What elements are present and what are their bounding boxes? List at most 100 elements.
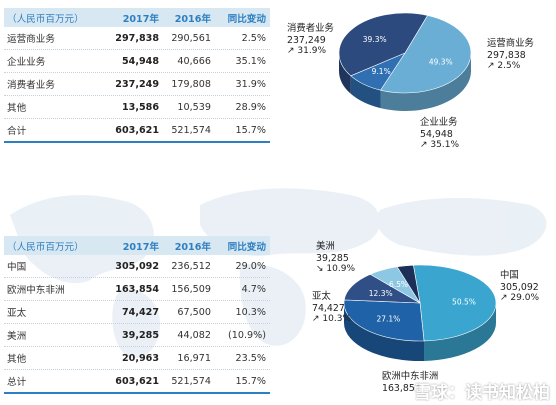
cell-2016: 16,971 — [177, 352, 211, 364]
pie-slice — [343, 299, 425, 342]
header-unit: （人民币百万元） — [7, 241, 84, 253]
row-label: 欧洲中东非洲 — [7, 285, 65, 296]
cell-2017: 163,854 — [115, 283, 159, 295]
table-row-total: 合计 603,621 521,574 15.7% — [4, 119, 270, 143]
slice-change: ↗ 2.5% — [487, 61, 521, 71]
cell-yoy: 29.0% — [235, 260, 266, 272]
row-label: 总计 — [7, 377, 27, 388]
cell-2017: 237,249 — [115, 78, 159, 90]
table-row: 亚太 74,427 67,500 10.3% — [4, 301, 270, 324]
pie-slice-percent-label: 12.3% — [369, 289, 393, 298]
pie-slice-percent-label: 49.3% — [429, 57, 453, 66]
table-row: 消费者业务 237,249 179,808 31.9% — [4, 73, 270, 96]
table-row: 企业业务 54,948 40,666 35.1% — [4, 50, 270, 73]
slice-value: 163,854 — [382, 382, 421, 394]
region-revenue-table: （人民币百万元） 2017年 2016年 同比变动 中国 305,092 236… — [4, 236, 270, 394]
cell-2016: 44,082 — [177, 329, 211, 341]
cell-yoy: 4.7% — [241, 283, 266, 295]
slice-change: ↗ 31.9% — [287, 46, 326, 56]
pie-label-emea: 欧洲中东非洲 163,854 — [382, 371, 438, 394]
pie-slice-side — [424, 303, 496, 361]
pie-label-china: 中国 305,092 ↗ 29.0% — [500, 270, 539, 305]
row-label: 合计 — [7, 126, 27, 137]
slice-name: 亚太 — [312, 291, 331, 302]
cell-2016: 156,509 — [171, 283, 211, 295]
cell-2016: 290,561 — [171, 32, 211, 44]
cell-2017: 74,427 — [121, 306, 159, 318]
pie-label-americas: 美洲 39,285 ↘ 10.9% — [316, 241, 355, 276]
pie-slice-percent-label: 39.3% — [363, 35, 387, 44]
pie-slice-side — [350, 75, 381, 109]
cell-2017: 39,285 — [121, 329, 159, 341]
cell-2017: 13,586 — [121, 101, 159, 113]
table-row: 其他 13,586 10,539 28.9% — [4, 96, 270, 119]
cell-yoy: 35.1% — [235, 55, 266, 67]
cell-2016: 40,666 — [177, 55, 211, 67]
pie-slice-percent-label: 9.1% — [372, 67, 391, 76]
slice-name: 运营商业务 — [487, 38, 534, 49]
pie-slice-side — [339, 53, 351, 94]
row-label: 中国 — [7, 262, 27, 273]
cell-2016: 236,512 — [171, 260, 211, 272]
cell-yoy: 15.7% — [235, 375, 266, 387]
slice-value: 54,948 — [420, 128, 453, 140]
pie-slice-percent-label: 27.1% — [376, 314, 400, 323]
cell-yoy: (10.9%) — [228, 329, 266, 341]
pie-slice-percent-label: 50.5% — [452, 297, 476, 306]
cell-yoy: 31.9% — [235, 78, 266, 90]
pie-slice-side — [344, 303, 425, 361]
header-yoy: 同比变动 — [227, 13, 266, 25]
row-label: 运营商业务 — [7, 34, 55, 45]
header-unit: （人民币百万元） — [7, 13, 84, 25]
table-row-total: 总计 603,621 521,574 15.7% — [4, 370, 270, 394]
business-pie-chart: 49.3% 9.1% 39.3% — [338, 12, 472, 111]
cell-yoy: 2.5% — [241, 32, 266, 44]
slice-value: 39,285 — [316, 252, 349, 264]
pie-label-carrier: 运营商业务 297,838 ↗ 2.5% — [487, 38, 534, 73]
business-revenue-table: （人民币百万元） 2017年 2016年 同比变动 运营商业务 297,838 … — [4, 8, 270, 143]
slice-name: 企业业务 — [420, 117, 458, 128]
cell-2017: 603,621 — [115, 375, 159, 387]
slice-name: 欧洲中东非洲 — [382, 371, 439, 382]
cell-yoy: 28.9% — [235, 101, 266, 113]
table-header: （人民币百万元） 2017年 2016年 同比变动 — [4, 8, 270, 27]
slice-name: 消费者业务 — [287, 23, 334, 34]
header-2016: 2016年 — [174, 13, 211, 25]
header-2017: 2017年 — [122, 13, 159, 25]
cell-2017: 305,092 — [115, 260, 159, 272]
pie-slice-side — [380, 53, 471, 111]
slice-change: ↗ 35.1% — [420, 140, 459, 150]
slice-value: 305,092 — [500, 281, 539, 293]
slice-change: ↗ 29.0% — [500, 293, 539, 303]
pie-slice — [380, 15, 472, 94]
row-label: 其他 — [7, 354, 27, 365]
cell-yoy: 23.5% — [235, 352, 266, 364]
cell-2016: 521,574 — [171, 375, 211, 387]
watermark-text: 雪球：读书知松柏 — [414, 383, 550, 403]
slice-name: 美洲 — [316, 241, 335, 252]
row-label: 亚太 — [7, 308, 27, 319]
cell-yoy: 15.7% — [235, 124, 266, 136]
row-label: 其他 — [7, 103, 27, 114]
slice-change: ↗ 10.3% — [312, 314, 351, 324]
header-yoy: 同比变动 — [227, 241, 266, 253]
row-label: 消费者业务 — [7, 80, 55, 91]
cell-2017: 603,621 — [115, 124, 159, 136]
table-row: 美洲 39,285 44,082 (10.9%) — [4, 324, 270, 347]
row-label: 企业业务 — [7, 57, 46, 68]
table-header: （人民币百万元） 2017年 2016年 同比变动 — [4, 236, 270, 255]
table-row: 欧洲中东非洲 163,854 156,509 4.7% — [4, 278, 270, 301]
table-row: 其他 20,963 16,971 23.5% — [4, 347, 270, 370]
cell-2017: 54,948 — [121, 55, 159, 67]
cell-2016: 521,574 — [171, 124, 211, 136]
pie-label-consumer: 消费者业务 237,249 ↗ 31.9% — [287, 23, 334, 58]
cell-yoy: 10.3% — [235, 306, 266, 318]
pie-label-apac: 亚太 74,427 ↗ 10.3% — [312, 291, 351, 326]
pie-label-enterprise: 企业业务 54,948 ↗ 35.1% — [420, 117, 459, 152]
region-pie-chart: 50.5% 27.1% 12.3%6.5% — [343, 264, 497, 361]
pie-slice — [413, 264, 497, 342]
cell-2016: 67,500 — [177, 306, 211, 318]
pie-slice — [396, 264, 421, 304]
cell-2016: 10,539 — [177, 101, 211, 113]
